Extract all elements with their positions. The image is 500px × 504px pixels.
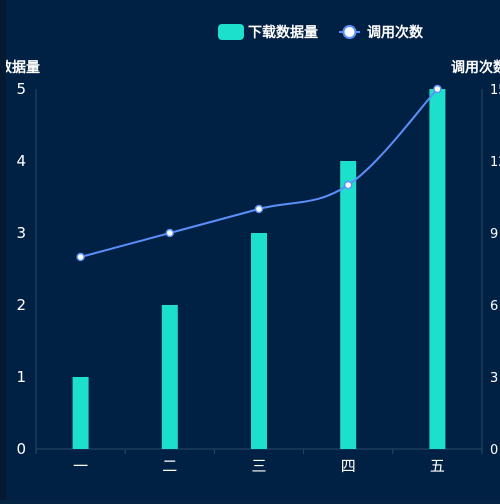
y-right-tick-label: 9 xyxy=(490,227,498,242)
y-left-tick-label: 2 xyxy=(16,296,26,314)
line-point xyxy=(76,252,85,262)
legend-label-line: 调用次数 xyxy=(367,24,424,41)
y-left-tick-label: 4 xyxy=(16,152,26,170)
y-right-tick-label: 15 xyxy=(490,83,500,98)
line-path xyxy=(80,88,439,258)
bar xyxy=(429,89,446,449)
x-tick-label: 五 xyxy=(430,457,445,475)
line-point xyxy=(254,204,264,214)
axes xyxy=(35,89,483,454)
y-left-tick-label: 5 xyxy=(16,80,26,98)
line-series xyxy=(76,84,442,262)
y-right-tick-label: 0 xyxy=(490,443,498,458)
bar xyxy=(72,377,89,449)
tick-labels: 01234503691215下载数据量调用次数一二三四五 xyxy=(0,59,500,475)
bar xyxy=(161,305,178,449)
left-edge-strip xyxy=(0,0,6,500)
y-left-tick-label: 1 xyxy=(16,368,26,386)
y-right-tick-label: 3 xyxy=(490,371,498,386)
line-point xyxy=(165,228,175,238)
legend-swatch-bar xyxy=(218,24,244,40)
legend-label-bar: 下载数据量 xyxy=(248,24,318,41)
y-left-tick-label: 3 xyxy=(16,224,26,242)
y-right-tick-label: 6 xyxy=(490,299,498,314)
line-point xyxy=(433,84,442,94)
legend-item-bar[interactable]: 下载数据量 xyxy=(218,24,318,41)
legend-swatch-marker xyxy=(342,25,357,39)
x-tick-label: 四 xyxy=(341,457,356,475)
x-tick-label: 三 xyxy=(251,457,266,475)
bar xyxy=(340,161,357,449)
y-right-tick-label: 12 xyxy=(490,155,500,170)
y-left-axis-title: 下载数据量 xyxy=(6,59,40,76)
bar-series xyxy=(72,89,446,449)
bar xyxy=(251,233,267,449)
legend-item-line[interactable]: 调用次数 xyxy=(339,24,424,41)
x-tick-label: 一 xyxy=(73,457,88,475)
x-tick-label: 二 xyxy=(162,457,177,475)
y-left-tick-label: 0 xyxy=(16,440,26,458)
y-right-axis-title: 调用次数 xyxy=(451,59,500,76)
legend[interactable]: 下载数据量 调用次数 xyxy=(218,24,424,41)
line-point xyxy=(343,180,353,190)
